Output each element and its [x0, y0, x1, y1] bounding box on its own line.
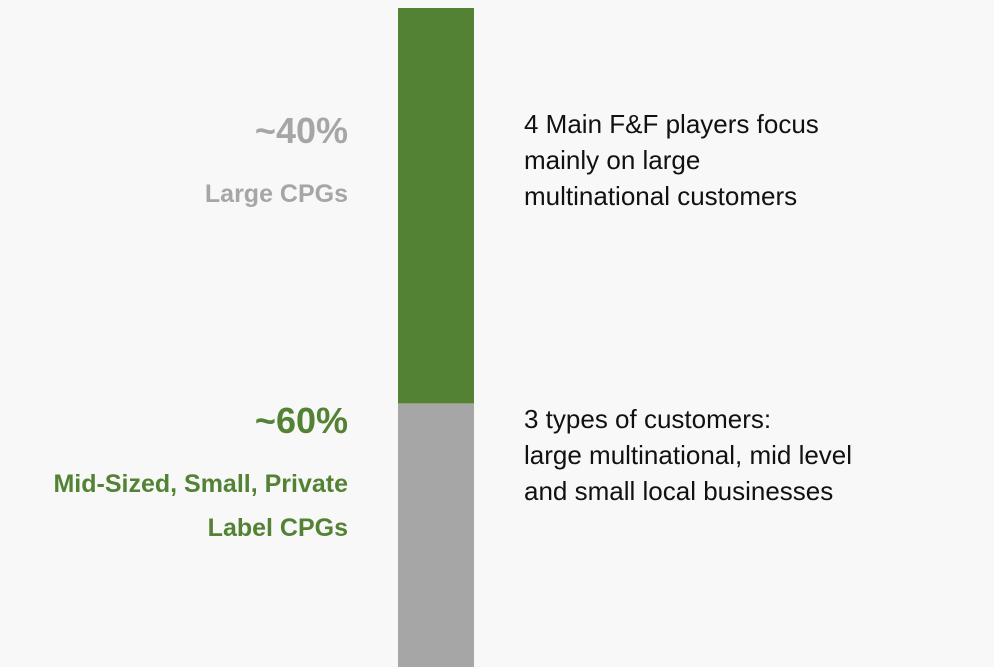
annotation-line: 3 types of customers: — [524, 404, 772, 434]
annotation: 4 Main F&F players focus mainly on large m… — [524, 106, 819, 214]
annotation-line: multinational customers — [524, 181, 798, 211]
value-label: ~40% — [254, 110, 348, 151]
series-label: Mid-Sized, Small, Private Label CPGs — [53, 470, 348, 542]
annotation-line: mainly on large — [524, 145, 701, 175]
value-label: ~60% — [254, 400, 348, 441]
annotation-line: large multinational, mid level — [524, 440, 853, 470]
annotation-line: and small local businesses — [524, 476, 834, 506]
series-label: Large CPGs — [204, 180, 348, 208]
bar-segment — [398, 8, 474, 404]
annotation: 3 types of customers: large multinational… — [524, 401, 852, 509]
annotation-line: 4 Main F&F players focus — [524, 109, 819, 139]
bar-segment — [398, 403, 474, 667]
